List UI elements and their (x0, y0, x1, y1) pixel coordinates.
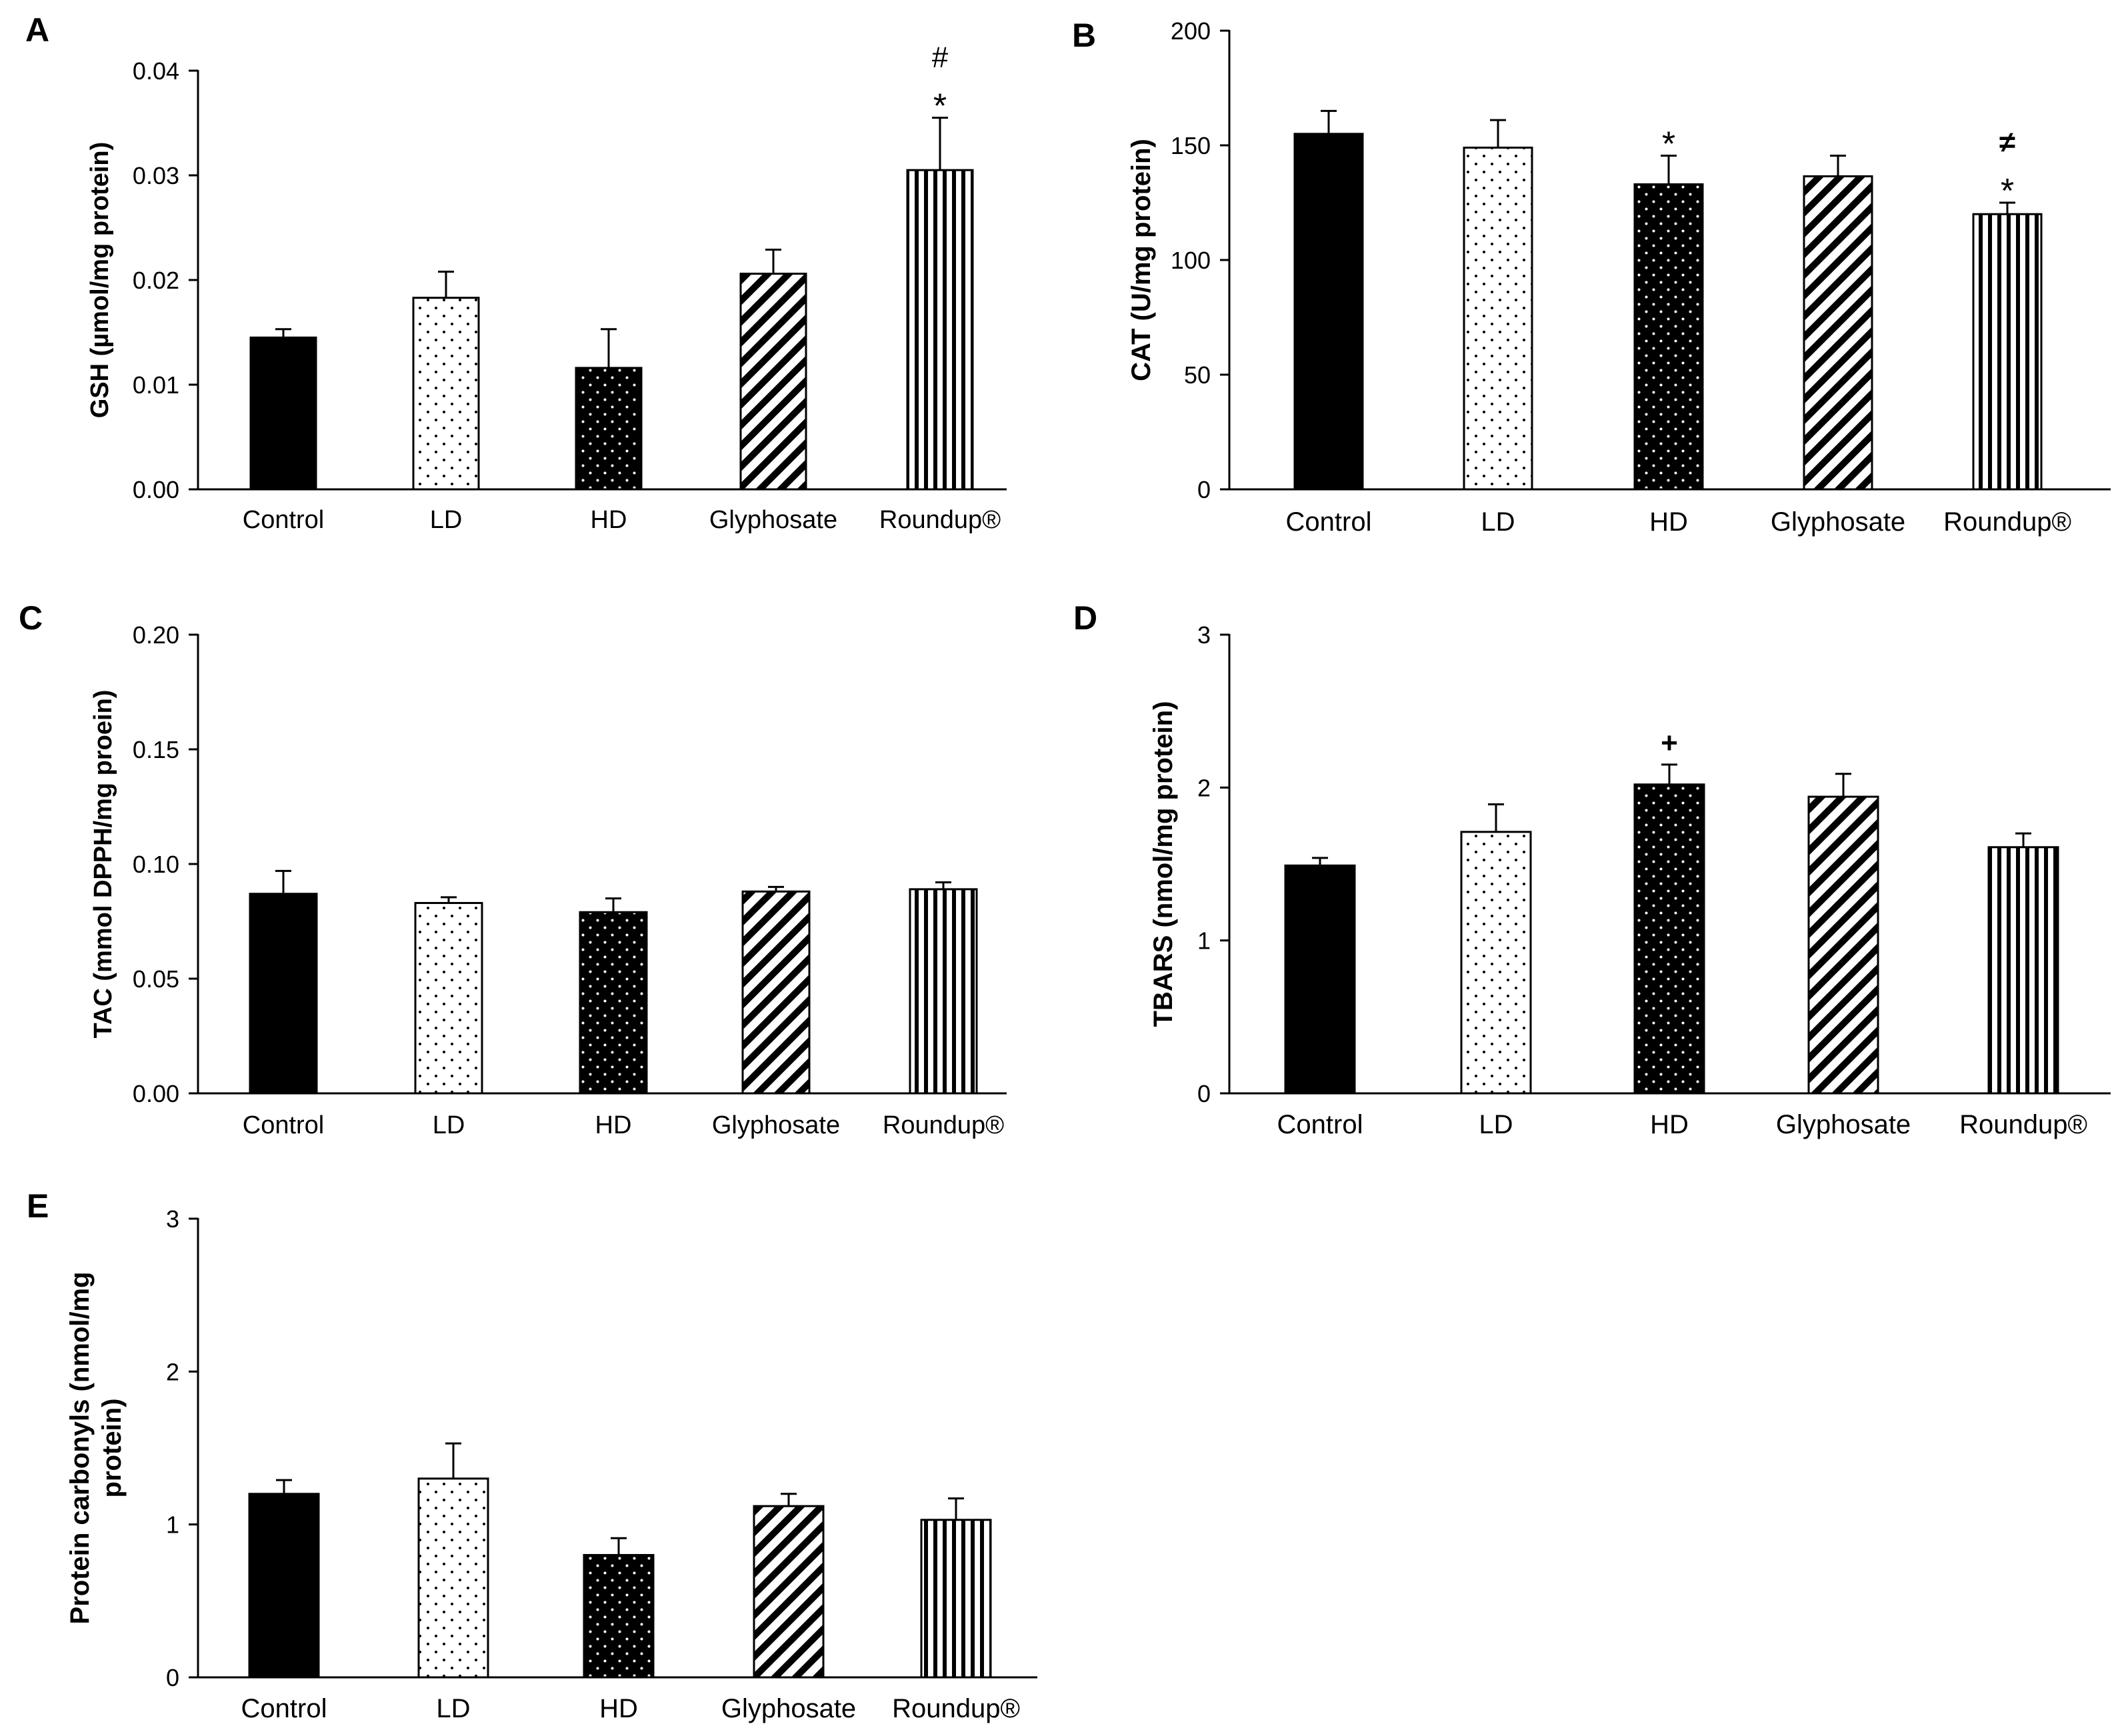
y-tick-label: 1 (1197, 927, 1211, 955)
panel-letter: B (1072, 17, 1096, 54)
significance-marker: # (932, 41, 949, 74)
y-tick-label: 100 (1171, 247, 1211, 274)
x-tick-label: Control (241, 1694, 327, 1723)
x-tick-label: Control (243, 1111, 325, 1139)
x-tick-label: LD (1479, 1110, 1513, 1139)
panel-letter: E (27, 1187, 49, 1225)
y-tick-label: 1 (166, 1511, 179, 1539)
significance-marker: * (1662, 125, 1675, 163)
bar-glyphosate (741, 890, 811, 1095)
y-tick-label: 2 (166, 1358, 179, 1385)
y-tick-label: 0 (1197, 476, 1211, 503)
y-axis-label: protein) (97, 1399, 127, 1498)
bar-hd (1633, 783, 1705, 1095)
y-tick-label: 0.00 (133, 476, 179, 503)
bar-roundup (1987, 846, 2059, 1095)
significance-marker: ≠ (1999, 126, 2015, 159)
y-tick-label: 3 (166, 1205, 179, 1233)
bar-hd (579, 911, 648, 1095)
bar-ld (1460, 831, 1532, 1095)
y-tick-label: 0.05 (133, 965, 179, 993)
bar-roundup (909, 888, 978, 1095)
bar-ld (417, 1477, 489, 1679)
bar-control (1293, 133, 1364, 491)
bar-control (248, 1493, 320, 1679)
bar-control (249, 336, 317, 491)
y-tick-label: 0 (166, 1664, 179, 1691)
y-tick-label: 0.03 (133, 162, 179, 189)
bar-hd (1633, 183, 1704, 491)
y-axis-label: CAT (U/mg protein) (1127, 139, 1156, 381)
panel-e: E 0 1 2 3 Protein carbonyls (nmol/mg protein) C… (27, 1187, 1037, 1723)
bar-ld (414, 901, 483, 1095)
significance-marker: + (1661, 727, 1678, 759)
bar-roundup (1972, 213, 2043, 491)
y-tick-label: 200 (1171, 17, 1211, 45)
bar-glyphosate (1807, 795, 1879, 1095)
y-axis-label: TAC (mmol DPPH/mg proein) (89, 690, 117, 1039)
x-tick-label: Roundup® (879, 506, 1001, 534)
x-tick-label: Roundup® (892, 1694, 1020, 1723)
y-tick-label: 0.00 (133, 1080, 179, 1107)
x-tick-label: Roundup® (1943, 507, 2071, 537)
x-tick-label: Glyphosate (721, 1694, 856, 1723)
y-tick-label: 2 (1197, 774, 1211, 801)
bar-ld (1463, 146, 1533, 491)
x-tick-label: Control (243, 506, 325, 534)
y-tick-label: 0.01 (133, 371, 179, 399)
bar-control (1284, 864, 1356, 1095)
x-tick-label: LD (436, 1694, 470, 1723)
y-tick-label: 0.15 (133, 736, 179, 763)
bar-roundup (920, 1519, 992, 1679)
panel-b: B 0 50 100 150 200 CAT (U/mg protein) Control LD… (1072, 17, 2111, 537)
x-tick-label: LD (1481, 507, 1515, 537)
x-tick-label: Glyphosate (709, 506, 837, 534)
panel-letter: A (25, 11, 49, 49)
panel-c: C 0.00 0.05 0.10 0.15 0.20 TAC (mmol DPPH/mg p… (19, 599, 1007, 1139)
y-axis-label: Protein carbonyls (nmol/mg (65, 1272, 95, 1625)
x-tick-label: LD (433, 1111, 465, 1139)
panel-letter: C (19, 599, 43, 637)
bar-ld (412, 297, 480, 491)
panel-a: A 0.00 0.01 0.02 0.03 0.04 GSH (µmol/mg protei… (25, 11, 1007, 534)
bar-roundup (906, 169, 974, 491)
y-tick-label: 3 (1197, 621, 1211, 649)
y-tick-label: 0 (1197, 1080, 1211, 1107)
y-axis-label: TBARS (nmol/mg protein) (1149, 701, 1178, 1027)
y-tick-label: 50 (1184, 361, 1211, 389)
panel-d: D 0 1 2 3 TBARS (nmol/mg protein) Control LD HD +… (1073, 599, 2111, 1139)
significance-marker: * (2001, 172, 2014, 211)
y-tick-label: 150 (1171, 132, 1211, 159)
panel-letter: D (1073, 599, 1097, 637)
x-tick-label: HD (595, 1111, 632, 1139)
y-tick-label: 0.04 (133, 57, 179, 85)
x-tick-label: Control (1286, 507, 1372, 537)
bar-control (249, 893, 318, 1095)
y-tick-label: 0.02 (133, 267, 179, 294)
x-tick-label: Glyphosate (1776, 1110, 1911, 1139)
x-tick-label: HD (599, 1694, 638, 1723)
y-tick-label: 0.20 (133, 621, 179, 649)
bar-hd (583, 1554, 655, 1679)
bar-glyphosate (1803, 175, 1873, 491)
y-tick-label: 0.10 (133, 851, 179, 878)
x-tick-label: HD (591, 506, 627, 534)
x-tick-label: HD (1650, 1110, 1689, 1139)
x-tick-label: Roundup® (883, 1111, 1004, 1139)
x-tick-label: HD (1649, 507, 1688, 537)
bar-glyphosate (753, 1505, 825, 1679)
bar-hd (575, 367, 643, 491)
significance-marker: * (933, 87, 947, 126)
y-axis-label: GSH (µmol/mg protein) (86, 142, 114, 419)
x-tick-label: Glyphosate (712, 1111, 840, 1139)
x-tick-label: Control (1277, 1110, 1363, 1139)
x-tick-label: Roundup® (1959, 1110, 2087, 1139)
x-tick-label: LD (430, 506, 463, 534)
x-tick-label: Glyphosate (1771, 507, 1905, 537)
bar-glyphosate (739, 273, 807, 491)
